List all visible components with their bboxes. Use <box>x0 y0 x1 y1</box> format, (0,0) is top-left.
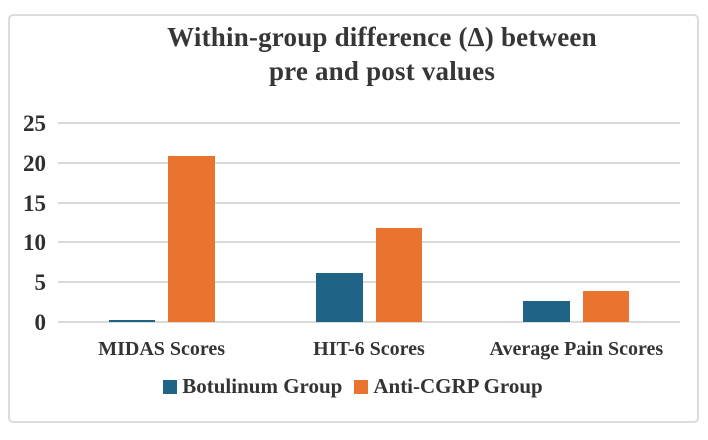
chart-title-line-1: Within-group difference (Δ) between <box>167 22 597 52</box>
x-axis-label-average-pain-scores: Average Pain Scores <box>489 338 664 360</box>
y-axis-tick-10: 10 <box>23 230 46 256</box>
legend-item-botulinum-group: Botulinum Group <box>163 374 342 399</box>
bar-anti-cgrp-group-midas-scores <box>168 155 215 322</box>
chart-title: Within-group difference (Δ) between pre … <box>60 20 704 88</box>
gridline-y-0 <box>58 321 680 323</box>
bar-anti-cgrp-group-average-pain-scores <box>582 290 630 322</box>
legend-label-botulinum-group: Botulinum Group <box>182 374 343 398</box>
x-axis-label-hit-6-scores: HIT-6 Scores <box>313 338 425 360</box>
legend-item-anti-cgrp-group: Anti-CGRP Group <box>354 374 543 399</box>
bar-botulinum-group-hit-6-scores <box>316 272 363 322</box>
y-axis-tick-20: 20 <box>23 150 46 176</box>
y-axis-tick-5: 5 <box>34 270 47 296</box>
y-axis-tick-25: 25 <box>23 111 46 136</box>
chart-frame <box>8 14 699 423</box>
bar-botulinum-group-average-pain-scores <box>523 301 570 322</box>
gridline-y-5 <box>58 281 680 284</box>
gridline-y-15 <box>58 201 680 204</box>
legend-label-anti-cgrp-group: Anti-CGRP Group <box>373 374 543 398</box>
legend-swatch-botulinum-group <box>163 379 178 394</box>
legend-swatch-anti-cgrp-group <box>354 379 369 394</box>
legend: Botulinum Group Anti-CGRP Group <box>8 374 698 399</box>
y-axis-tick-0: 0 <box>34 310 47 335</box>
bar-botulinum-group-midas-scores <box>108 320 156 322</box>
chart-title-line-2: pre and post values <box>268 56 496 86</box>
bar-anti-cgrp-group-hit-6-scores <box>375 228 422 322</box>
gridline-y-10 <box>58 241 680 244</box>
gridline-y-25 <box>58 122 680 124</box>
x-axis-label-midas-scores: MIDAS Scores <box>98 338 226 360</box>
y-axis-tick-15: 15 <box>23 190 46 216</box>
gridline-y-20 <box>58 161 680 164</box>
